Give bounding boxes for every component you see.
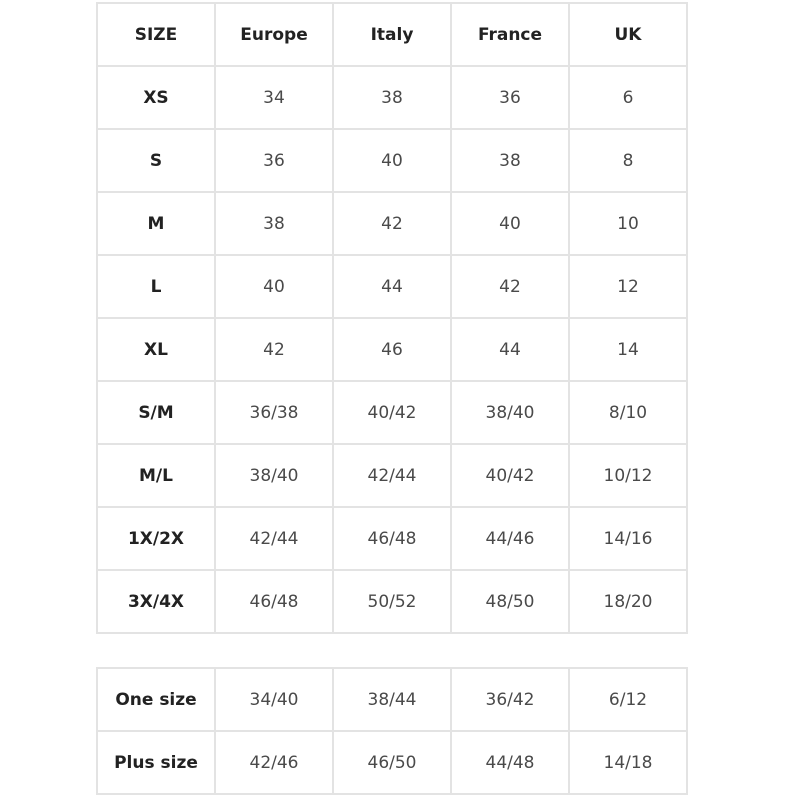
column-header: SIZE xyxy=(96,2,216,67)
size-label-cell: Plus size xyxy=(96,730,216,795)
table-header-row: SIZE Europe Italy France UK xyxy=(96,2,688,67)
size-value-cell: 42/44 xyxy=(332,443,452,508)
column-header: Europe xyxy=(214,2,334,67)
size-value-cell: 42/44 xyxy=(214,506,334,571)
size-value-cell: 8 xyxy=(568,128,688,193)
size-value-cell: 10/12 xyxy=(568,443,688,508)
size-label-cell: S/M xyxy=(96,380,216,445)
size-value-cell: 10 xyxy=(568,191,688,256)
size-value-cell: 50/52 xyxy=(332,569,452,634)
size-value-cell: 42 xyxy=(214,317,334,382)
size-value-cell: 34 xyxy=(214,65,334,130)
size-value-cell: 36/42 xyxy=(450,667,570,732)
size-value-cell: 18/20 xyxy=(568,569,688,634)
size-value-cell: 46 xyxy=(332,317,452,382)
size-value-cell: 14/18 xyxy=(568,730,688,795)
size-value-cell: 6/12 xyxy=(568,667,688,732)
table-row: XS 34 38 36 6 xyxy=(96,65,688,130)
table-row: M/L 38/40 42/44 40/42 10/12 xyxy=(96,443,688,508)
size-conversion-table: SIZE Europe Italy France UK XS 34 38 36 6 S 36 40 38… xyxy=(96,2,688,634)
table-row: One size 34/40 38/44 36/42 6/12 xyxy=(96,667,688,732)
size-label-cell: S xyxy=(96,128,216,193)
size-value-cell: 36/38 xyxy=(214,380,334,445)
column-header: UK xyxy=(568,2,688,67)
table-row: XL 42 46 44 14 xyxy=(96,317,688,382)
special-sizes-table: One size 34/40 38/44 36/42 6/12 Plus size 42/4… xyxy=(96,667,688,795)
size-value-cell: 40/42 xyxy=(332,380,452,445)
size-value-cell: 38/40 xyxy=(450,380,570,445)
size-value-cell: 42 xyxy=(450,254,570,319)
size-value-cell: 6 xyxy=(568,65,688,130)
size-value-cell: 38 xyxy=(332,65,452,130)
size-value-cell: 48/50 xyxy=(450,569,570,634)
size-label-cell: XL xyxy=(96,317,216,382)
size-value-cell: 40 xyxy=(214,254,334,319)
size-label-cell: 1X/2X xyxy=(96,506,216,571)
size-value-cell: 36 xyxy=(214,128,334,193)
size-value-cell: 36 xyxy=(450,65,570,130)
table-row: Plus size 42/46 46/50 44/48 14/18 xyxy=(96,730,688,795)
size-value-cell: 38 xyxy=(214,191,334,256)
size-label-cell: One size xyxy=(96,667,216,732)
size-value-cell: 14 xyxy=(568,317,688,382)
size-value-cell: 38 xyxy=(450,128,570,193)
table-row: L 40 44 42 12 xyxy=(96,254,688,319)
table-row: S 36 40 38 8 xyxy=(96,128,688,193)
size-value-cell: 46/48 xyxy=(214,569,334,634)
size-value-cell: 14/16 xyxy=(568,506,688,571)
size-value-cell: 38/40 xyxy=(214,443,334,508)
table-row: S/M 36/38 40/42 38/40 8/10 xyxy=(96,380,688,445)
size-label-cell: L xyxy=(96,254,216,319)
size-value-cell: 42 xyxy=(332,191,452,256)
table-row: M 38 42 40 10 xyxy=(96,191,688,256)
size-value-cell: 40 xyxy=(332,128,452,193)
size-label-cell: 3X/4X xyxy=(96,569,216,634)
size-value-cell: 34/40 xyxy=(214,667,334,732)
size-value-cell: 38/44 xyxy=(332,667,452,732)
size-value-cell: 44 xyxy=(450,317,570,382)
size-value-cell: 44/48 xyxy=(450,730,570,795)
size-value-cell: 46/48 xyxy=(332,506,452,571)
table-row: 1X/2X 42/44 46/48 44/46 14/16 xyxy=(96,506,688,571)
column-header: Italy xyxy=(332,2,452,67)
size-value-cell: 44/46 xyxy=(450,506,570,571)
size-value-cell: 42/46 xyxy=(214,730,334,795)
size-value-cell: 44 xyxy=(332,254,452,319)
size-value-cell: 40/42 xyxy=(450,443,570,508)
size-label-cell: XS xyxy=(96,65,216,130)
column-header: France xyxy=(450,2,570,67)
size-value-cell: 40 xyxy=(450,191,570,256)
size-value-cell: 8/10 xyxy=(568,380,688,445)
size-value-cell: 46/50 xyxy=(332,730,452,795)
size-label-cell: M xyxy=(96,191,216,256)
size-label-cell: M/L xyxy=(96,443,216,508)
table-row: 3X/4X 46/48 50/52 48/50 18/20 xyxy=(96,569,688,634)
size-value-cell: 12 xyxy=(568,254,688,319)
